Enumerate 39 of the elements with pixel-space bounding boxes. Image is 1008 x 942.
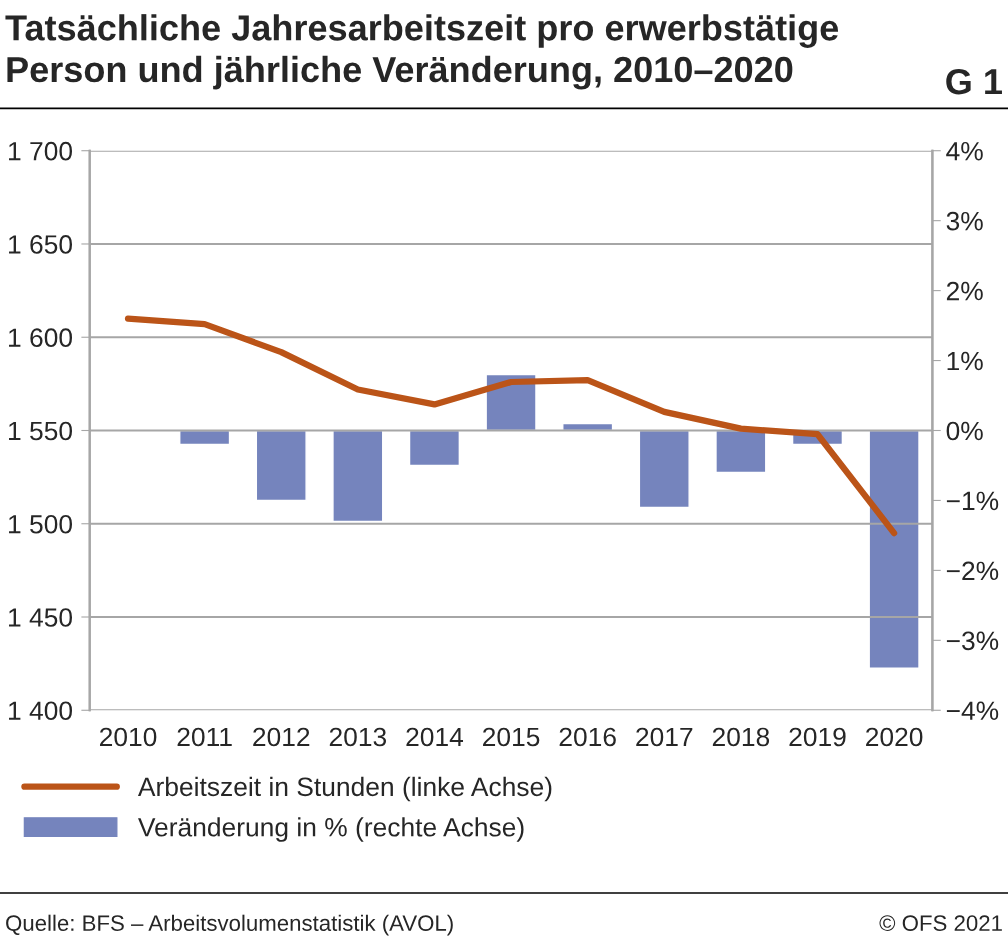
source-note: Quelle: BFS – Arbeitsvolumenstatistik (AVOL): [6, 914, 453, 936]
text: © OFS 2021: [879, 915, 1002, 932]
x-tick-label: 2019: [789, 727, 846, 747]
x-tick-label: 2011: [177, 727, 232, 747]
y2-tick-label: 1%: [947, 351, 983, 371]
y2-tick-label: −3%: [946, 631, 999, 651]
y2-tick-label: 2%: [946, 281, 983, 301]
legend-label: Veränderung in % (rechte Achse): [138, 817, 524, 842]
y-tick-label: 1 650: [9, 235, 73, 254]
y2-tick-label: −4%: [946, 701, 999, 720]
x-tick-label: 2014: [406, 727, 464, 747]
x-tick-label: 2010: [99, 727, 157, 747]
y-tick-label: 1 700: [9, 141, 73, 161]
x-tick-label: 2012: [253, 727, 310, 747]
y-tick-label: 1 400: [9, 701, 73, 721]
x-tick-label: 2018: [712, 727, 770, 747]
x-tick-label: 2016: [559, 727, 616, 747]
bar: [408, 429, 461, 467]
bar: [255, 429, 307, 502]
legend-label: Arbeitszeit in Stunden (linke Achse): [137, 776, 552, 802]
x-tick-label: 2015: [483, 727, 540, 747]
text: G 1: [946, 68, 1002, 95]
y-tick-label: 1 550: [9, 421, 73, 441]
y2-tick-label: 3%: [946, 211, 983, 231]
y-tick-label: 1 600: [9, 328, 73, 348]
bar: [715, 429, 767, 474]
x-tick-label: 2017: [636, 727, 693, 747]
y2-tick-label: −2%: [946, 561, 999, 581]
y2-tick-label: −1%: [946, 491, 999, 511]
bar: [332, 429, 384, 523]
bar: [868, 429, 920, 669]
y-tick-label: 1 500: [9, 514, 73, 534]
y-tick-label: 1 450: [9, 608, 73, 627]
x-tick-label: 2020: [866, 727, 923, 747]
chart-title: Tatsächliche Jahresarbeitszeit pro erwerbstätige Person und jährliche Veränderung, 2010–2020: [5, 14, 839, 90]
y2-tick-label: 4%: [946, 141, 983, 161]
y2-tick-label: 0%: [946, 421, 983, 441]
bar: [638, 429, 690, 509]
x-tick-label: 2013: [329, 727, 387, 747]
